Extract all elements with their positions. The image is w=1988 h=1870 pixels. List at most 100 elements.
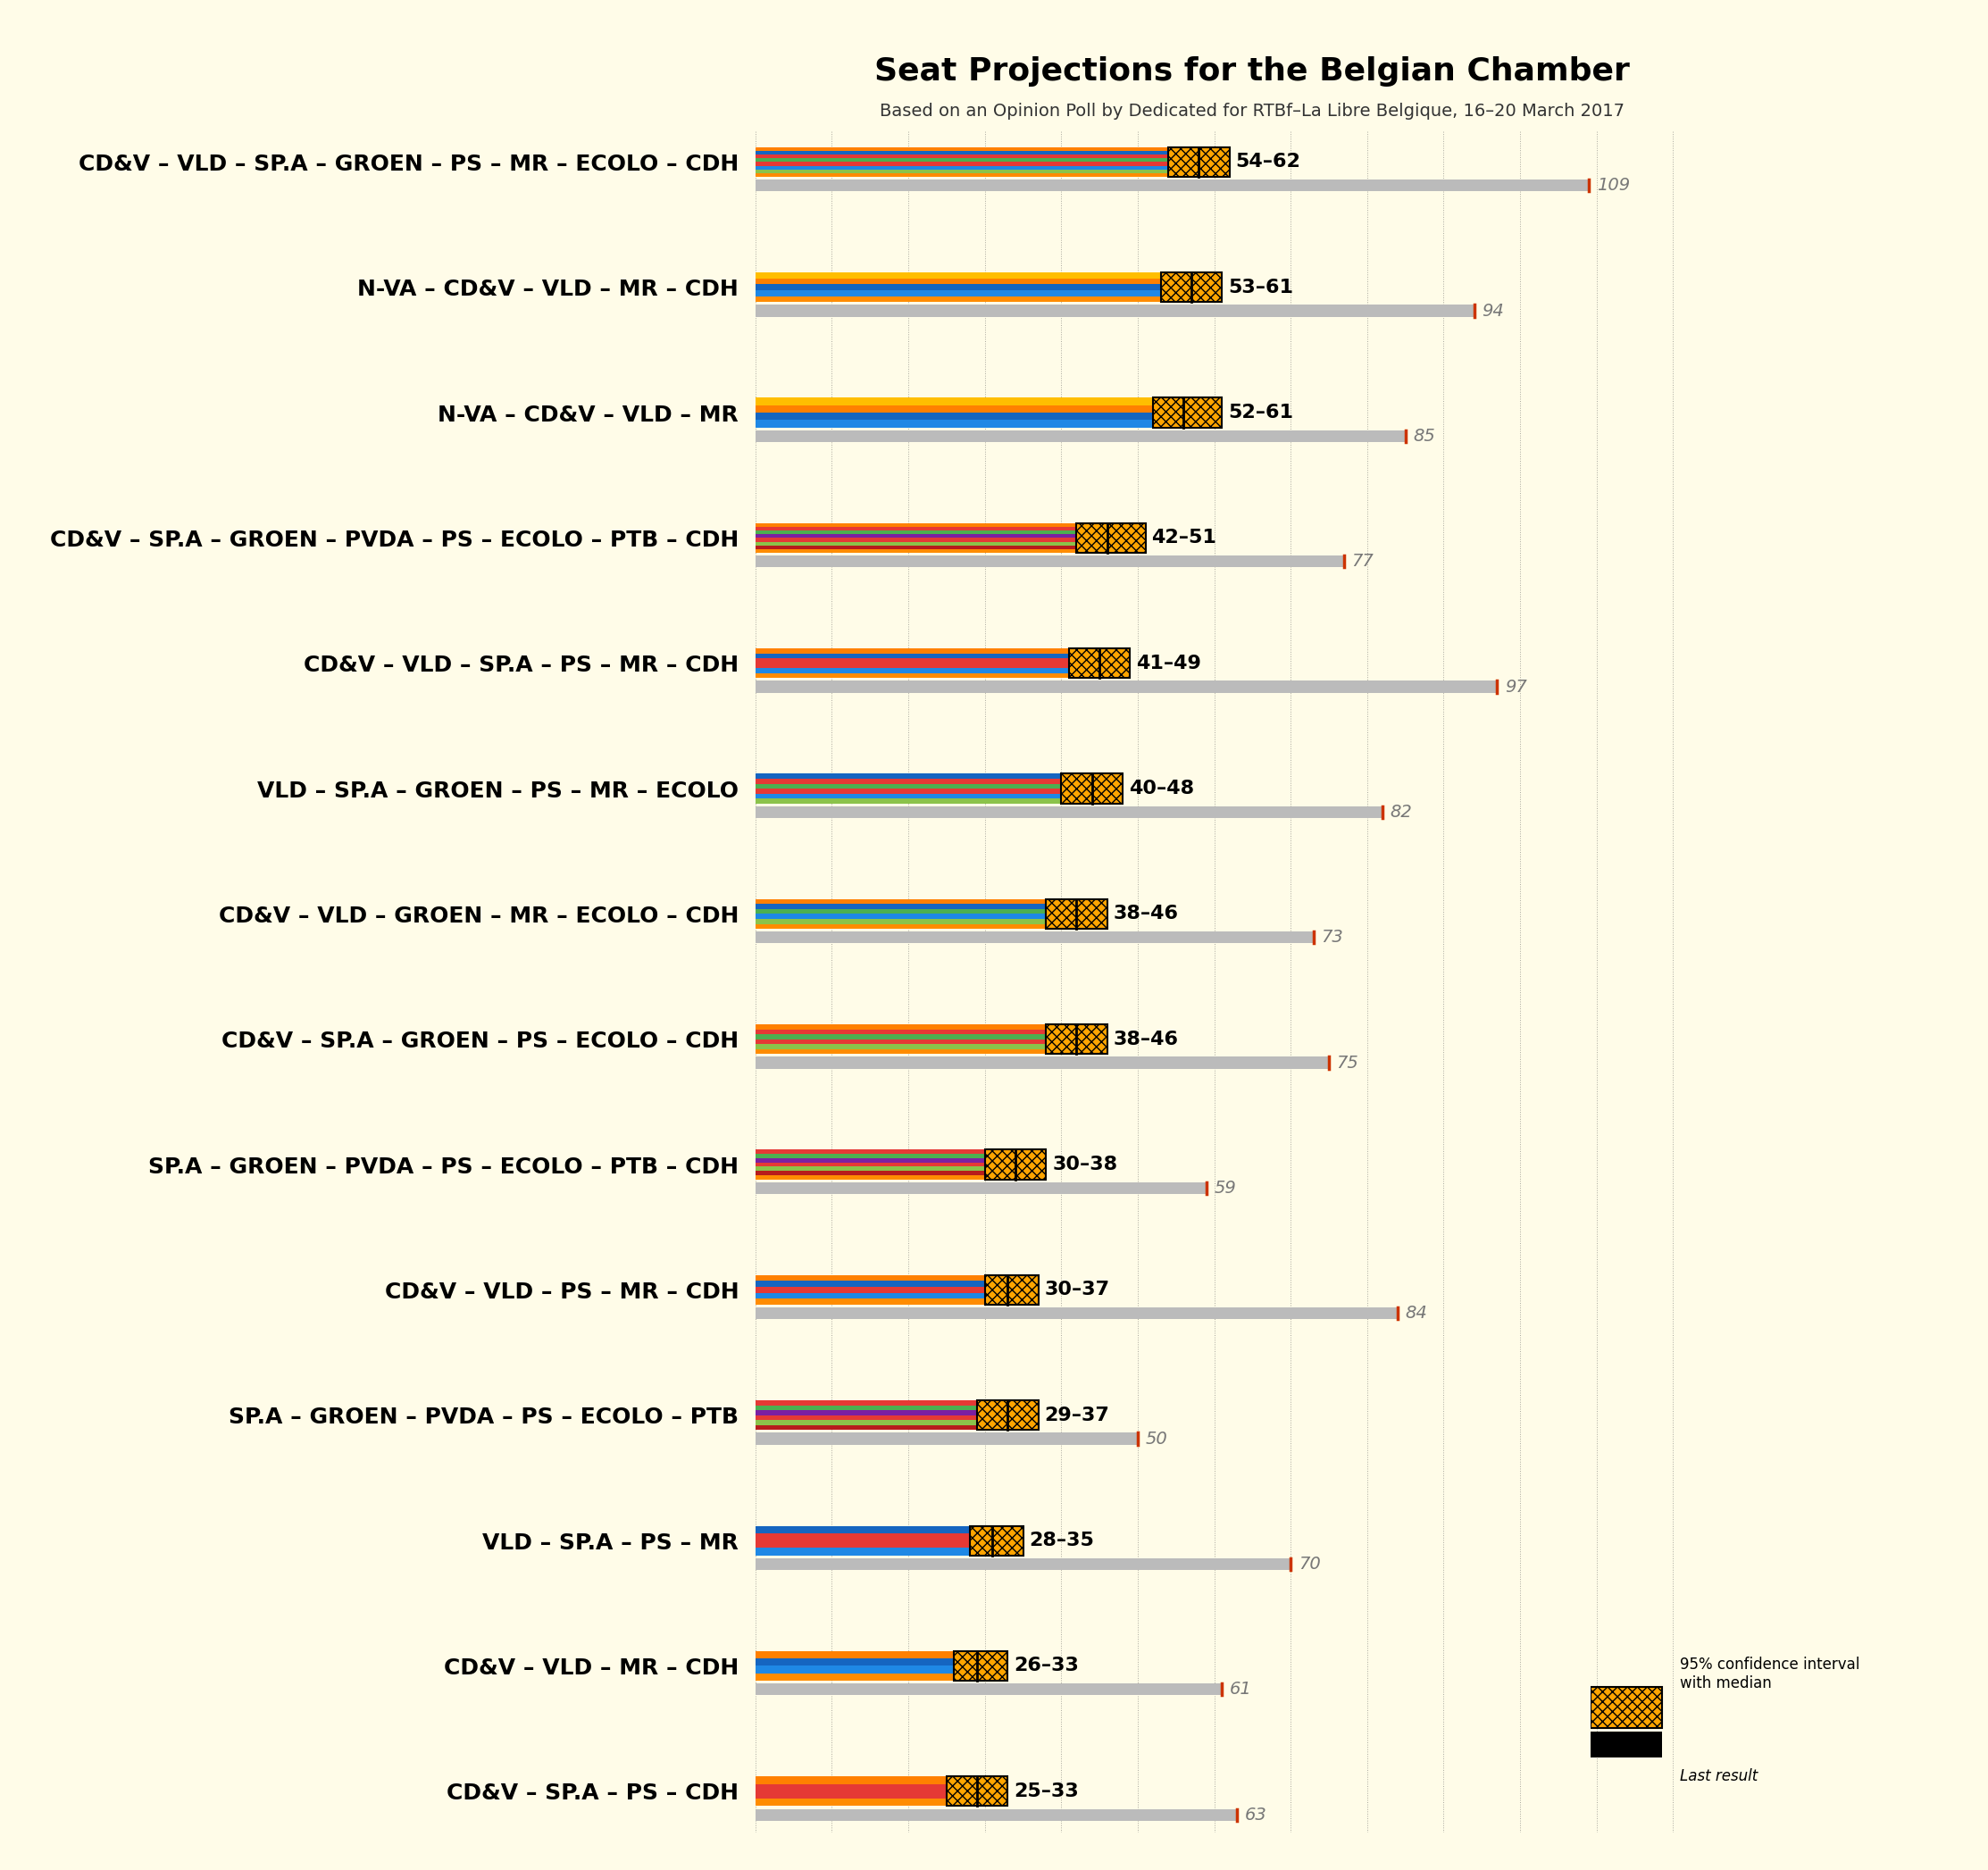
Bar: [1153, 398, 1223, 428]
Bar: [755, 681, 1497, 692]
Bar: [755, 1533, 970, 1541]
Bar: [1590, 1687, 1662, 1728]
Bar: [755, 1167, 984, 1171]
Bar: [755, 1154, 984, 1158]
Text: 82: 82: [1390, 804, 1411, 821]
Bar: [755, 789, 1062, 793]
Bar: [755, 1171, 984, 1174]
Bar: [755, 1028, 1046, 1034]
Text: 54–62: 54–62: [1237, 153, 1300, 170]
Bar: [755, 539, 1077, 542]
Bar: [755, 151, 1169, 155]
Bar: [755, 1784, 946, 1791]
Text: 38–46: 38–46: [1113, 1030, 1179, 1049]
Bar: [755, 163, 1169, 166]
Text: 26–33: 26–33: [1014, 1657, 1079, 1676]
Bar: [755, 1548, 970, 1556]
Bar: [755, 524, 1077, 527]
Text: 53–61: 53–61: [1229, 279, 1292, 295]
Bar: [1077, 524, 1145, 554]
Bar: [755, 1432, 1137, 1446]
Bar: [1590, 1732, 1662, 1758]
Bar: [755, 159, 1169, 163]
Bar: [755, 1659, 954, 1666]
Bar: [755, 918, 1046, 924]
Bar: [755, 668, 1070, 673]
Bar: [755, 406, 1153, 413]
Bar: [755, 774, 1062, 778]
Bar: [970, 1526, 1024, 1556]
Bar: [954, 1651, 1008, 1681]
Bar: [1046, 1025, 1107, 1055]
Bar: [755, 1419, 978, 1425]
Text: 40–48: 40–48: [1129, 780, 1195, 797]
Bar: [755, 914, 1046, 918]
Bar: [1161, 273, 1223, 303]
Bar: [755, 1292, 984, 1300]
Bar: [755, 1182, 1207, 1195]
Bar: [755, 1025, 1046, 1029]
Text: 94: 94: [1481, 303, 1505, 320]
Bar: [755, 924, 1046, 929]
Bar: [755, 290, 1161, 295]
Bar: [755, 1163, 984, 1167]
Text: 41–49: 41–49: [1137, 654, 1201, 671]
Bar: [755, 527, 1077, 531]
Bar: [978, 1401, 1038, 1431]
Bar: [1070, 649, 1129, 679]
Bar: [755, 1040, 1046, 1043]
Bar: [1046, 1025, 1107, 1055]
Text: 70: 70: [1298, 1556, 1320, 1573]
Bar: [755, 793, 1062, 798]
Text: 77: 77: [1352, 554, 1374, 570]
Bar: [755, 806, 1382, 817]
Bar: [755, 421, 1153, 428]
Bar: [984, 1275, 1038, 1305]
Bar: [1070, 649, 1129, 679]
Text: 52–61: 52–61: [1229, 404, 1292, 421]
Bar: [755, 1808, 1237, 1821]
Bar: [755, 798, 1062, 804]
Bar: [755, 653, 1070, 658]
Bar: [755, 273, 1161, 279]
Bar: [755, 903, 1046, 909]
Bar: [755, 931, 1314, 942]
Bar: [1077, 524, 1145, 554]
Bar: [755, 1791, 946, 1799]
Bar: [954, 1651, 1008, 1681]
Bar: [755, 155, 1169, 159]
Bar: [755, 413, 1153, 421]
Bar: [1161, 273, 1223, 303]
Bar: [755, 279, 1161, 284]
Text: 95% confidence interval
with median: 95% confidence interval with median: [1680, 1657, 1859, 1690]
Text: 61: 61: [1229, 1681, 1252, 1698]
Bar: [755, 1287, 984, 1292]
Bar: [1153, 398, 1223, 428]
Bar: [755, 1174, 984, 1180]
Bar: [1062, 774, 1123, 804]
Bar: [755, 305, 1475, 316]
Text: 109: 109: [1596, 178, 1630, 194]
Bar: [755, 1558, 1290, 1571]
Text: 59: 59: [1215, 1180, 1237, 1197]
Bar: [755, 148, 1169, 151]
Text: 30–38: 30–38: [1052, 1156, 1117, 1174]
Bar: [755, 1541, 970, 1548]
Bar: [1046, 899, 1107, 929]
Bar: [755, 1651, 954, 1659]
Bar: [755, 180, 1588, 191]
Text: 63: 63: [1244, 1806, 1266, 1823]
Bar: [755, 1406, 978, 1410]
Text: Based on an Opinion Poll by Dedicated for RTBf–La Libre Belgique, 16–20 March 20: Based on an Opinion Poll by Dedicated fo…: [881, 103, 1624, 120]
Bar: [755, 284, 1161, 290]
Bar: [755, 295, 1161, 303]
Bar: [984, 1150, 1046, 1180]
Bar: [755, 1275, 984, 1281]
Bar: [1169, 148, 1229, 178]
Bar: [755, 1150, 984, 1154]
Bar: [755, 1776, 946, 1784]
Bar: [755, 174, 1169, 178]
Text: 73: 73: [1322, 929, 1344, 946]
Bar: [755, 673, 1070, 679]
Bar: [970, 1526, 1024, 1556]
